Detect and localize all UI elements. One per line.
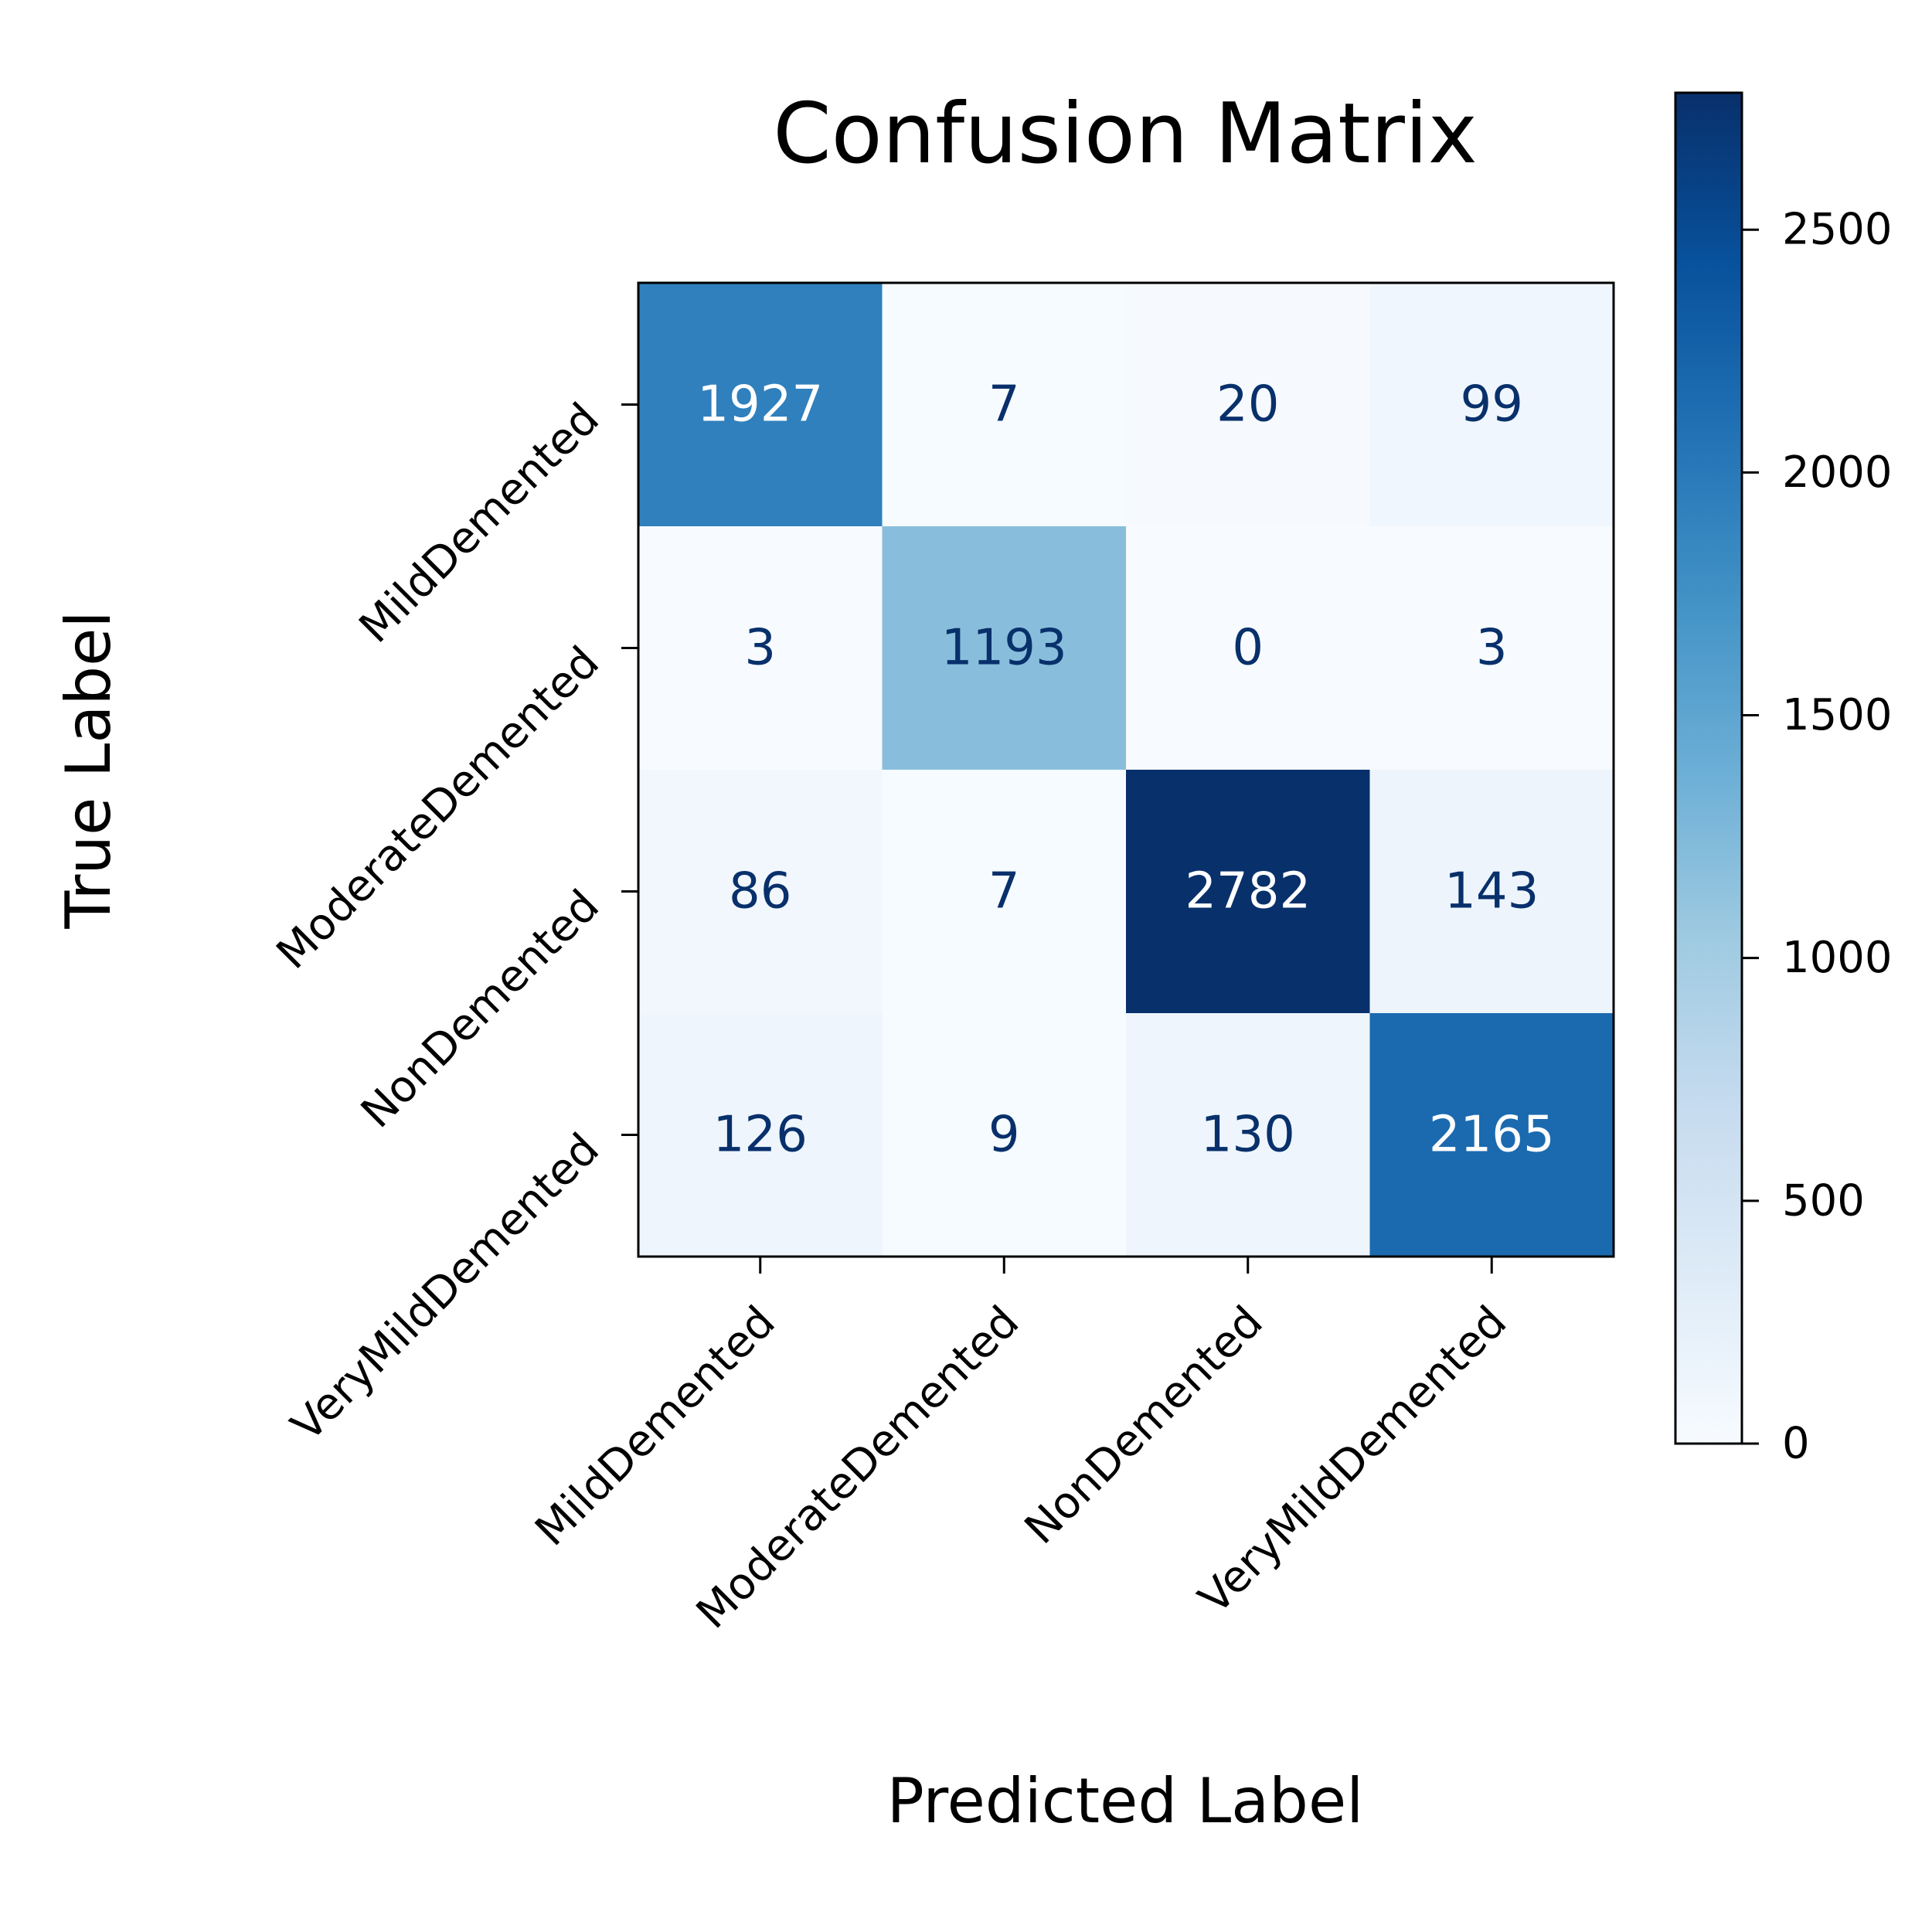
- y-axis-ticks: MildDementedModerateDementedNonDementedV…: [267, 393, 638, 1451]
- heatmap-cell: [882, 1013, 1127, 1257]
- heatmap-cell: [638, 1013, 883, 1257]
- colorbar-tick-label: 2500: [1782, 205, 1893, 255]
- heatmap-cell: [1126, 1013, 1370, 1257]
- cell-value-label: 2165: [1429, 1107, 1555, 1164]
- cell-value-label: 7: [988, 863, 1020, 920]
- cell-value-label: 126: [713, 1107, 808, 1164]
- colorbar-tick-label: 1000: [1782, 933, 1893, 983]
- y-tick-label: NonDemented: [352, 880, 609, 1138]
- heatmap-cell: [1126, 283, 1370, 527]
- cell-value-label: 1927: [697, 376, 823, 434]
- x-tick-label: NonDemented: [1015, 1297, 1273, 1554]
- heatmap-cell: [1126, 770, 1370, 1014]
- colorbar-tick-label: 2000: [1782, 447, 1893, 498]
- x-axis-label: Predicted Label: [887, 1765, 1364, 1837]
- colorbar-gradient: [1674, 91, 1743, 1445]
- cell-value-label: 9: [988, 1107, 1020, 1164]
- colorbar-tick-label: 500: [1782, 1175, 1865, 1226]
- y-tick-label: MildDemented: [350, 393, 609, 652]
- colorbar-tick-label: 1500: [1782, 690, 1893, 740]
- heatmap-cell: [1369, 770, 1614, 1014]
- colorbar: 0 500 1000 1500 2000 2500: [1674, 91, 1893, 1469]
- y-tick-label: VeryMildDemented: [282, 1124, 609, 1451]
- cell-value-label: 2782: [1185, 863, 1311, 920]
- heatmap-cells: [638, 283, 1614, 1257]
- heatmap-cell: [1369, 283, 1614, 527]
- heatmap-cell: [882, 526, 1127, 770]
- cell-value-label: 0: [1232, 620, 1264, 677]
- plot-frame: [637, 281, 1615, 1258]
- cell-value-label: 130: [1201, 1107, 1295, 1164]
- heatmap-cell: [1369, 1013, 1614, 1257]
- heatmap-cell: [882, 770, 1127, 1014]
- heatmap-cell: [1369, 526, 1614, 770]
- x-axis-ticks: MildDementedModerateDementedNonDementedV…: [526, 1257, 1516, 1638]
- heatmap-cell: [1126, 526, 1370, 770]
- cell-value-label: 99: [1461, 376, 1523, 434]
- heatmap-cell: [638, 770, 883, 1014]
- cell-value-label: 86: [729, 863, 791, 920]
- colorbar-ticks: 0 500 1000 1500 2000 2500: [1742, 205, 1893, 1469]
- colorbar-tick-label: 0: [1782, 1419, 1810, 1469]
- cell-value-label: 3: [1476, 620, 1508, 677]
- heatmap-cell: [638, 526, 883, 770]
- x-tick-label: MildDemented: [526, 1297, 784, 1556]
- cell-value-label: 7: [988, 376, 1020, 434]
- cell-value-label: 20: [1216, 376, 1279, 434]
- heatmap-cell: [638, 283, 883, 527]
- y-axis-label: True Label: [53, 611, 124, 929]
- cell-value-labels: 1927 7 20 99 3 1193 0 3 86 7 2782 143 126 9 130 2165: [697, 376, 1554, 1164]
- heatmap-cell: [882, 283, 1127, 527]
- chart-title: Confusion Matrix: [773, 86, 1478, 182]
- cell-value-label: 1193: [941, 620, 1067, 677]
- cell-value-label: 3: [744, 620, 776, 677]
- cell-value-label: 143: [1444, 863, 1539, 920]
